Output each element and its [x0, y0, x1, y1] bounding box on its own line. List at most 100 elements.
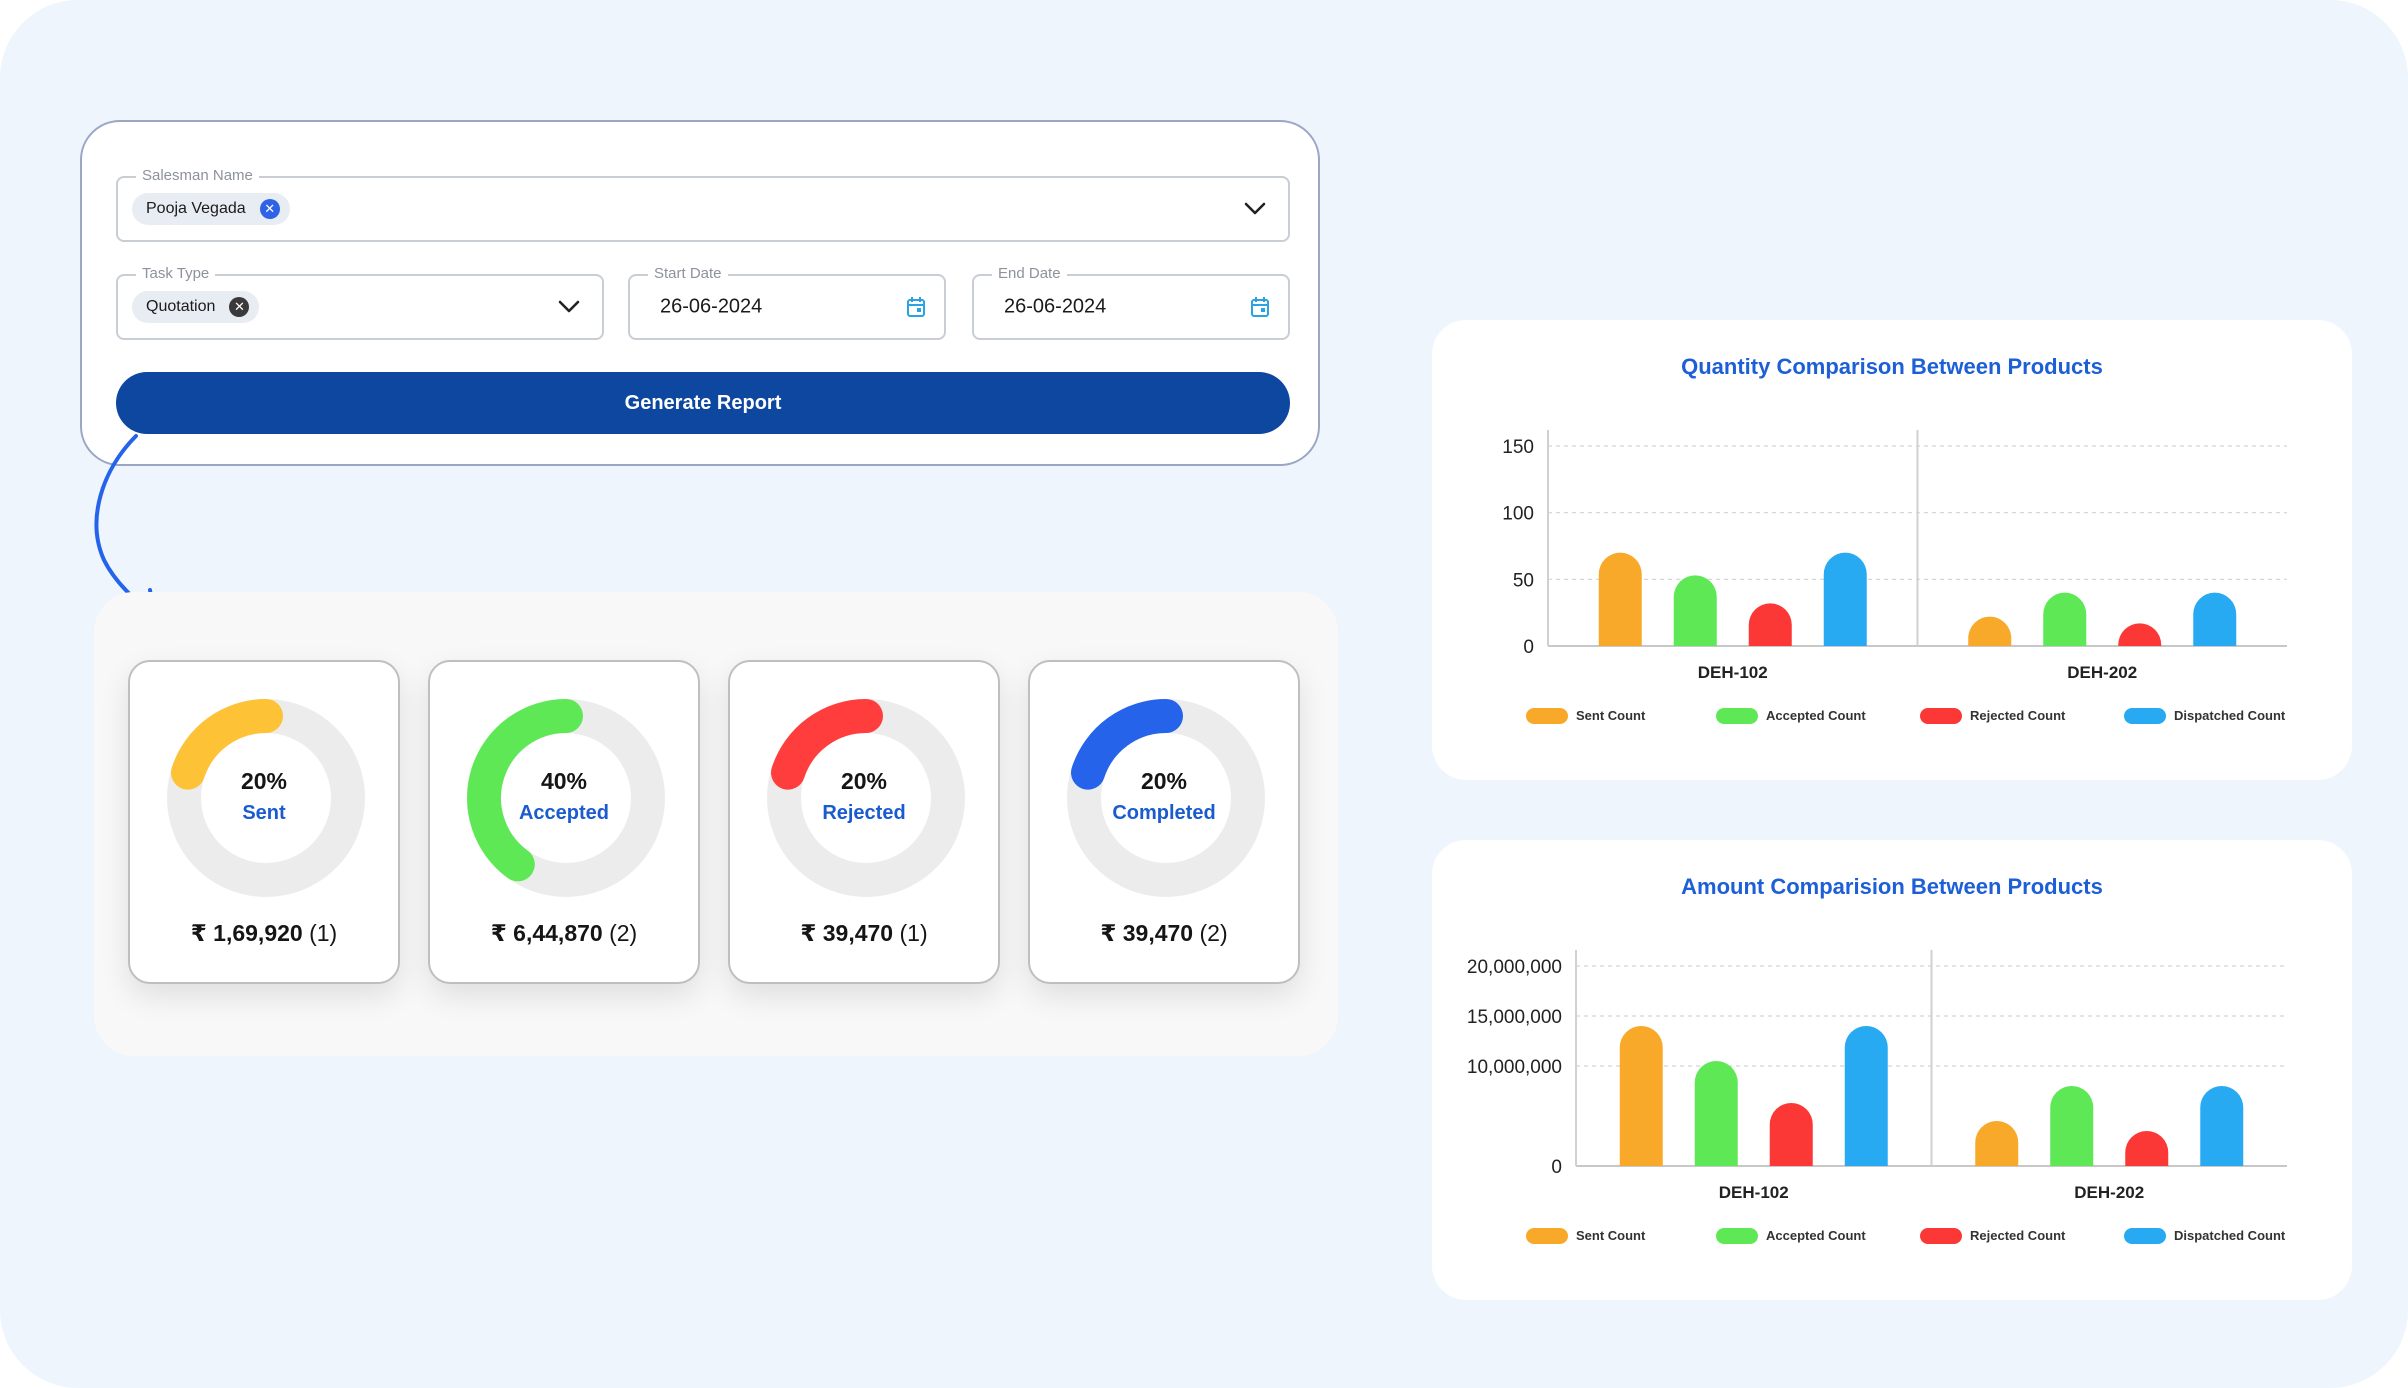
stat-card-accepted[interactable]: 40% Accepted ₹ 6,44,870 (2) — [428, 660, 700, 984]
stat-percent: 40% — [540, 768, 588, 794]
quantity-chart-card: Quantity Comparison Between Products 0 50… — [1432, 320, 2352, 780]
stat-label: Sent — [242, 802, 286, 824]
salesman-chip-label: Pooja Vegada — [146, 200, 246, 217]
bar-dispatched-count[interactable] — [1823, 552, 1867, 646]
status-summary-panel: 20% Sent ₹ 1,69,920 (1) 40% Accepted ₹ 6… — [94, 592, 1338, 1056]
bar-sent-count[interactable] — [1968, 616, 2012, 646]
completed-donut — [1067, 699, 1265, 897]
bar-rejected-count[interactable] — [2118, 623, 2162, 646]
generate-report-button[interactable]: Generate Report — [116, 372, 1290, 434]
stat-amount: ₹ 39,470 (1) — [730, 920, 998, 947]
bar-rejected-count[interactable] — [1748, 603, 1792, 646]
chart-title: Amount Comparision Between Products — [1681, 874, 2103, 899]
bar-rejected-count[interactable] — [1769, 1103, 1813, 1166]
x-category-label: DEH-202 — [2067, 663, 2137, 682]
legend-label: Sent Count — [1576, 708, 1646, 723]
chevron-down-icon[interactable] — [558, 300, 580, 314]
bar-dispatched-count[interactable] — [2193, 592, 2237, 646]
task-type-legend: Task Type — [136, 263, 216, 285]
chevron-down-icon[interactable] — [1244, 202, 1266, 216]
legend-label: Rejected Count — [1970, 1228, 2066, 1243]
legend-swatch — [1920, 708, 1962, 724]
stat-label: Completed — [1112, 802, 1216, 824]
donut-arc — [171, 699, 283, 790]
bar-sent-count[interactable] — [1975, 1121, 2019, 1166]
stat-amount-value: ₹ 39,470 — [1100, 920, 1194, 946]
y-tick-label: 15,000,000 — [1467, 1007, 1562, 1028]
legend-swatch — [1920, 1228, 1962, 1244]
stat-card-sent[interactable]: 20% Sent ₹ 1,69,920 (1) — [128, 660, 400, 984]
y-tick-label: 20,000,000 — [1467, 957, 1562, 978]
y-tick-label: 10,000,000 — [1467, 1057, 1562, 1078]
stat-card-completed[interactable]: 20% Completed ₹ 39,470 (2) — [1028, 660, 1300, 984]
bar-accepted-count[interactable] — [2043, 592, 2087, 646]
chip-remove-icon[interactable]: ✕ — [259, 199, 280, 219]
report-filter-card: Salesman Name Pooja Vegada ✕ Task Type Q… — [80, 120, 1320, 466]
bar-accepted-count[interactable] — [2050, 1086, 2094, 1166]
legend-label: Sent Count — [1576, 1228, 1646, 1243]
y-tick-label: 100 — [1502, 504, 1534, 525]
legend-swatch — [2124, 1228, 2166, 1244]
bar-dispatched-count[interactable] — [1844, 1026, 1888, 1166]
bar-accepted-count[interactable] — [1694, 1061, 1738, 1166]
salesman-select[interactable]: Salesman Name Pooja Vegada ✕ — [116, 165, 1290, 242]
chart-title: Quantity Comparison Between Products — [1681, 354, 2103, 379]
legend-swatch — [1716, 708, 1758, 724]
end-date-field[interactable]: End Date 26-06-2024 — [972, 263, 1290, 340]
stat-percent: 20% — [840, 768, 888, 794]
y-tick-label: 150 — [1502, 437, 1534, 458]
salesman-chip[interactable]: Pooja Vegada ✕ — [132, 193, 290, 225]
stat-amount: ₹ 39,470 (2) — [1030, 920, 1298, 947]
stat-card-rejected[interactable]: 20% Rejected ₹ 39,470 (1) — [728, 660, 1000, 984]
x-category-label: DEH-202 — [2074, 1183, 2144, 1202]
stat-count: (1) — [899, 920, 928, 946]
stat-count: (2) — [1199, 920, 1228, 946]
legend-label: Accepted Count — [1766, 708, 1866, 723]
stat-count: (2) — [609, 920, 638, 946]
bar-sent-count[interactable] — [1598, 552, 1642, 646]
calendar-icon[interactable] — [906, 296, 926, 318]
stat-label: Accepted — [518, 802, 610, 824]
legend-label: Dispatched Count — [2174, 708, 2286, 723]
bar-sent-count[interactable] — [1619, 1026, 1663, 1166]
bar-dispatched-count[interactable] — [2200, 1086, 2244, 1166]
stat-amount-value: ₹ 6,44,870 — [490, 920, 603, 946]
y-tick-label: 0 — [1523, 637, 1534, 658]
chart-legend: Sent Count Accepted Count Rejected Count Di… — [1526, 706, 2326, 726]
donut-arc — [1071, 699, 1183, 790]
legend-swatch — [1526, 708, 1568, 724]
task-type-chip[interactable]: Quotation ✕ — [132, 291, 260, 323]
amount-chart: 0 10,000,000 15,000,000 20,000,000 DEH-102 DE… — [1467, 950, 2287, 1202]
stat-percent: 20% — [240, 768, 288, 794]
bar-rejected-count[interactable] — [2125, 1131, 2169, 1166]
legend-label: Rejected Count — [1970, 708, 2066, 723]
donut-arc — [467, 699, 583, 882]
rejected-donut — [767, 699, 965, 897]
end-date-value: 26-06-2024 — [1004, 295, 1107, 318]
task-type-select[interactable]: Task Type Quotation ✕ — [116, 263, 604, 340]
chart-legend: Sent Count Accepted Count Rejected Count Di… — [1526, 1226, 2326, 1246]
bar-accepted-count[interactable] — [1673, 575, 1717, 646]
stat-amount: ₹ 1,69,920 (1) — [130, 920, 398, 947]
y-tick-label: 50 — [1513, 570, 1534, 591]
end-date-legend: End Date — [992, 263, 1067, 285]
task-type-chip-label: Quotation — [146, 298, 216, 315]
legend-swatch — [1716, 1228, 1758, 1244]
quantity-chart: 0 50 100 150 DEH-102 DEH-202 — [1502, 430, 2287, 682]
start-date-field[interactable]: Start Date 26-06-2024 — [628, 263, 946, 340]
legend-swatch — [1526, 1228, 1568, 1244]
accepted-donut — [467, 699, 665, 897]
start-date-legend: Start Date — [648, 263, 728, 285]
x-category-label: DEH-102 — [1719, 1183, 1789, 1202]
legend-label: Accepted Count — [1766, 1228, 1866, 1243]
salesman-legend: Salesman Name — [136, 165, 259, 187]
x-category-label: DEH-102 — [1698, 663, 1768, 682]
stat-count: (1) — [309, 920, 338, 946]
start-date-value: 26-06-2024 — [660, 295, 763, 318]
legend-label: Dispatched Count — [2174, 1228, 2286, 1243]
calendar-icon[interactable] — [1250, 296, 1270, 318]
amount-chart-card: Amount Comparision Between Products 0 10,… — [1432, 840, 2352, 1300]
chip-remove-icon[interactable]: ✕ — [229, 297, 250, 317]
stat-label: Rejected — [822, 802, 906, 824]
